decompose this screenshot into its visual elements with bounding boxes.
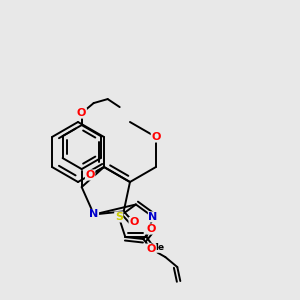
Text: Me: Me: [149, 243, 164, 252]
Text: N: N: [89, 209, 98, 220]
Text: O: O: [151, 132, 160, 142]
Text: O: O: [77, 108, 86, 118]
Text: O: O: [129, 218, 138, 227]
Text: N: N: [148, 212, 158, 222]
Text: O: O: [147, 244, 156, 254]
Text: O: O: [85, 170, 95, 180]
Text: S: S: [115, 212, 123, 222]
Text: O: O: [147, 224, 156, 234]
